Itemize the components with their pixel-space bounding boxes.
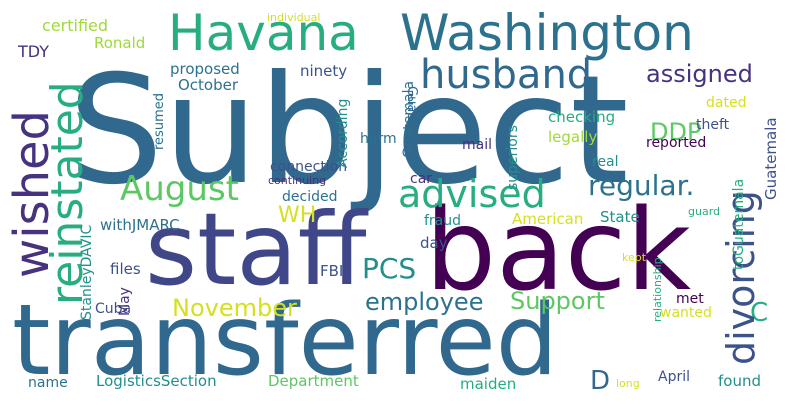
word-real: real	[592, 154, 619, 170]
word-car: car	[410, 171, 433, 187]
word-may: May	[117, 287, 133, 316]
word-found: found	[718, 372, 761, 390]
word-october: October	[178, 76, 239, 94]
word-theft: theft	[696, 117, 730, 133]
word-state: State	[600, 208, 640, 226]
word-stanleydavic: StanleyDAVIC	[79, 224, 95, 320]
word-kept: kept	[622, 251, 647, 264]
word-continuing: continuing	[268, 174, 327, 187]
word-fbi: FBI	[320, 262, 344, 280]
word-long: long	[616, 377, 640, 390]
word-dated: dated	[706, 95, 747, 111]
word-individual: individual	[267, 11, 321, 24]
word-proposed: proposed	[170, 60, 240, 78]
word-ddp: DDP	[650, 118, 702, 146]
word-back: back	[425, 186, 692, 316]
word-havana: Havana	[168, 4, 359, 62]
word-withjmarc: withJMARC	[100, 216, 180, 234]
word-resumed: resumed	[152, 93, 167, 150]
word-guatemala-right: Guatemala	[762, 117, 780, 200]
word-support: Support	[510, 287, 605, 315]
word-advised: advised	[398, 172, 546, 216]
word-regular: regular.	[588, 169, 695, 202]
word-files: files	[110, 260, 141, 278]
word-decided: decided	[282, 189, 338, 205]
word-washington: Washington	[400, 4, 694, 62]
word-maiden: maiden	[460, 375, 517, 393]
word-legally: legally	[548, 128, 598, 146]
word-harm: harm	[360, 131, 397, 147]
word-name: name	[28, 375, 68, 391]
word-logisticssection: LogisticsSection	[96, 372, 217, 390]
word-subject: Subject	[68, 44, 629, 218]
word-transferred: transferred	[12, 284, 558, 398]
word-connection: connection	[270, 159, 348, 175]
word-relationship: relationship	[651, 257, 664, 322]
word-certified: certified	[42, 16, 109, 35]
word-tdy: TDY	[18, 42, 49, 61]
word-november: November	[172, 294, 297, 322]
word-staff: staff	[145, 191, 367, 308]
word-husband: husband	[420, 52, 593, 98]
word-superiors: superiors	[505, 125, 521, 190]
word-met: met	[676, 291, 704, 307]
word-reported: reported	[646, 135, 707, 151]
word-april: April	[658, 369, 690, 385]
word-wanted: wanted	[660, 305, 712, 321]
word-pcs: PCS	[362, 252, 417, 285]
word-mail: mail	[462, 137, 492, 153]
word-guatemala-2: Guatemala	[404, 86, 419, 158]
word-according: According	[335, 98, 351, 168]
word-fraud: fraud	[424, 213, 462, 229]
word-wh: WH	[278, 203, 317, 228]
word-toguatemala: toGuatemala	[731, 178, 747, 270]
word-american: American	[512, 210, 584, 228]
word-c: C	[750, 298, 769, 328]
word-assigned: assigned	[646, 60, 753, 88]
word-department: Department	[268, 372, 359, 390]
word-day: day	[420, 234, 448, 252]
word-d: D	[590, 366, 611, 396]
word-ronald: Ronald	[94, 34, 146, 52]
word-august: August	[120, 169, 239, 209]
word-guard: guard	[688, 205, 721, 218]
word-checking: checking	[548, 108, 616, 126]
word-employee: employee	[365, 288, 484, 316]
word-ninety: ninety	[300, 62, 348, 80]
word-cuba: Cuba	[95, 301, 132, 317]
